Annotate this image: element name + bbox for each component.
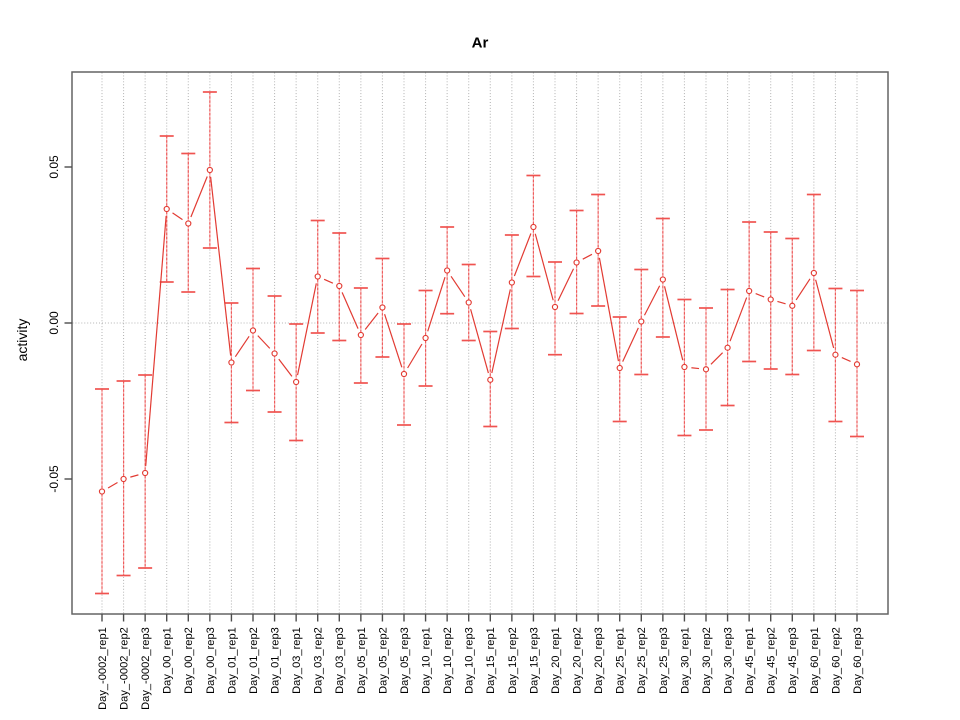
svg-text:Day_45_rep3: Day_45_rep3	[787, 627, 799, 694]
svg-text:Day_15_rep2: Day_15_rep2	[507, 627, 519, 694]
svg-text:Day_30_rep3: Day_30_rep3	[722, 627, 734, 694]
svg-text:Day_10_rep3: Day_10_rep3	[464, 627, 476, 694]
svg-text:0.00: 0.00	[47, 311, 61, 335]
svg-text:Day_45_rep1: Day_45_rep1	[744, 627, 756, 694]
svg-text:0.05: 0.05	[47, 155, 61, 179]
svg-text:Day_05_rep2: Day_05_rep2	[377, 627, 389, 694]
svg-text:Day_10_rep1: Day_10_rep1	[420, 627, 432, 694]
svg-text:Day_05_rep3: Day_05_rep3	[399, 627, 411, 694]
svg-text:Day_20_rep2: Day_20_rep2	[571, 627, 583, 694]
svg-text:Day_03_rep1: Day_03_rep1	[291, 627, 303, 694]
svg-text:Day_60_rep3: Day_60_rep3	[852, 627, 864, 694]
svg-text:Day_-0002_rep2: Day_-0002_rep2	[118, 627, 130, 710]
svg-text:Day_30_rep2: Day_30_rep2	[701, 627, 713, 694]
svg-text:Day_60_rep1: Day_60_rep1	[809, 627, 821, 694]
svg-text:Day_03_rep3: Day_03_rep3	[334, 627, 346, 694]
svg-text:Day_15_rep3: Day_15_rep3	[528, 627, 540, 694]
svg-text:Day_-0002_rep3: Day_-0002_rep3	[140, 627, 152, 710]
svg-text:Day_45_rep2: Day_45_rep2	[766, 627, 778, 694]
svg-text:Day_20_rep1: Day_20_rep1	[550, 627, 562, 694]
svg-text:Day_20_rep3: Day_20_rep3	[593, 627, 605, 694]
svg-text:Day_15_rep1: Day_15_rep1	[485, 627, 497, 694]
svg-text:Day_25_rep1: Day_25_rep1	[615, 627, 627, 694]
svg-text:Day_00_rep3: Day_00_rep3	[205, 627, 217, 694]
svg-text:Day_25_rep2: Day_25_rep2	[636, 627, 648, 694]
svg-text:Day_60_rep2: Day_60_rep2	[830, 627, 842, 694]
svg-text:Day_00_rep2: Day_00_rep2	[183, 627, 195, 694]
svg-text:Day_-0002_rep1: Day_-0002_rep1	[97, 627, 109, 710]
svg-text:-0.05: -0.05	[47, 465, 61, 493]
svg-text:activity: activity	[14, 319, 30, 362]
svg-text:Day_10_rep2: Day_10_rep2	[442, 627, 454, 694]
svg-text:Ar: Ar	[472, 35, 489, 52]
svg-text:Day_25_rep3: Day_25_rep3	[658, 627, 670, 694]
svg-text:Day_05_rep1: Day_05_rep1	[356, 627, 368, 694]
svg-text:Day_30_rep1: Day_30_rep1	[679, 627, 691, 694]
svg-text:Day_01_rep2: Day_01_rep2	[248, 627, 260, 694]
svg-text:Day_01_rep3: Day_01_rep3	[269, 627, 281, 694]
svg-text:Day_00_rep1: Day_00_rep1	[162, 627, 174, 694]
svg-text:Day_03_rep2: Day_03_rep2	[313, 627, 325, 694]
svg-text:Day_01_rep1: Day_01_rep1	[226, 627, 238, 694]
